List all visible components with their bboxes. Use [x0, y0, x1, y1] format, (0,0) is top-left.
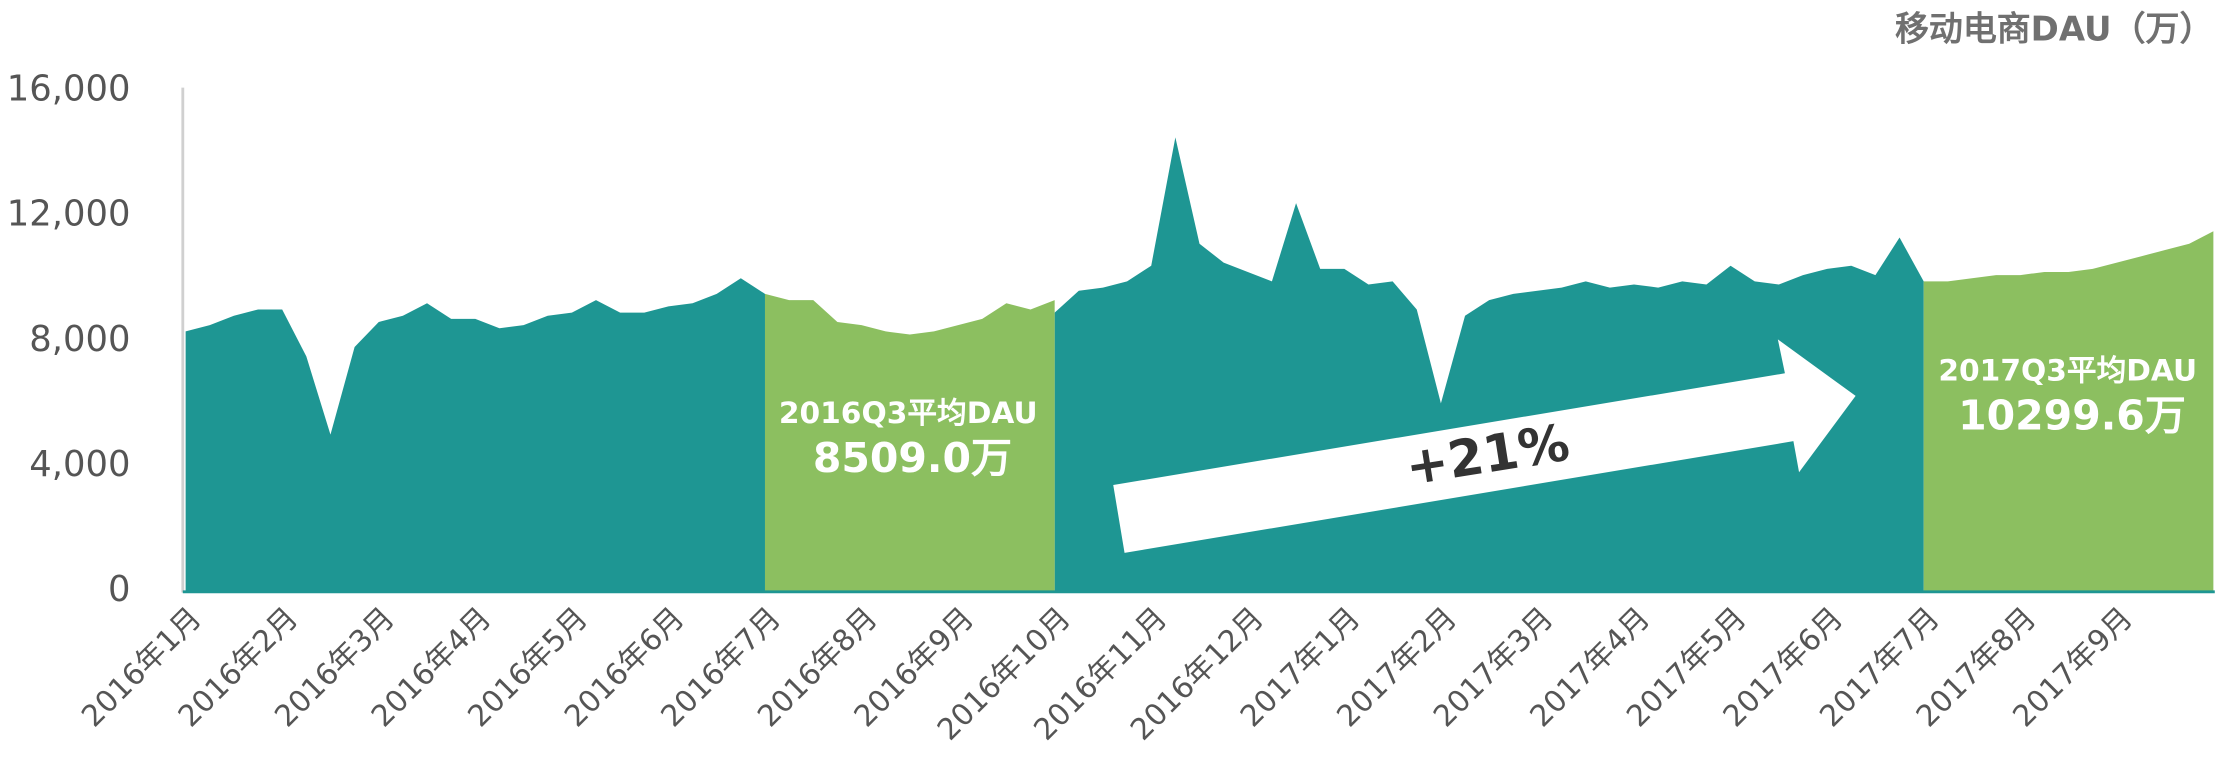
annotation: 2016Q3平均DAU [779, 396, 1038, 431]
y-tick-label: 8,000 [29, 319, 130, 360]
y-tick-label: 16,000 [7, 68, 131, 109]
y-tick-label: 12,000 [7, 194, 131, 235]
chart-title: 移动电商DAU（万） [1895, 11, 2213, 50]
area [764, 293, 1055, 592]
growth-arrow [1113, 339, 1856, 553]
area [185, 278, 765, 592]
annotation: 10299.6万 [1958, 392, 2186, 440]
annotation: 2017Q3平均DAU [1938, 353, 2197, 388]
y-tick-label: 0 [108, 569, 131, 610]
y-tick-label: 4,000 [29, 444, 130, 485]
annotation: 8509.0万 [813, 434, 1012, 482]
area [1923, 231, 2214, 592]
